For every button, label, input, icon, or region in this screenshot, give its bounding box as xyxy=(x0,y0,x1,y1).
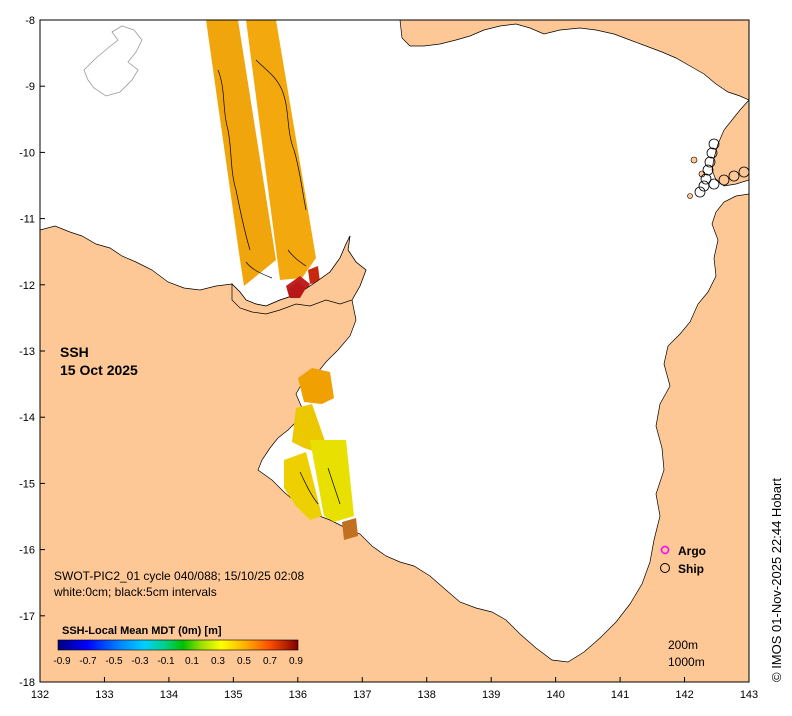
ship-legend-label: Ship xyxy=(678,562,704,576)
y-tick-label: -9 xyxy=(25,81,35,93)
colorbar xyxy=(57,639,299,651)
torres-island xyxy=(687,193,693,199)
melville-island-outline xyxy=(83,25,143,97)
x-tick-label: 142 xyxy=(675,689,693,701)
swot-swath-south-yellow-left xyxy=(284,452,322,520)
y-tick-label: -17 xyxy=(19,611,35,623)
y-tick-label: -15 xyxy=(19,478,35,490)
x-tick-label: 138 xyxy=(418,689,436,701)
colorbar-title: SSH-Local Mean MDT (0m) [m] xyxy=(62,625,222,637)
coastline-overlay xyxy=(231,235,367,315)
x-tick-label: 132 xyxy=(31,689,49,701)
colorbar-tick-label: 0.7 xyxy=(263,656,277,667)
land-cape-york xyxy=(711,99,749,187)
colorbar-tick-label: -0.5 xyxy=(105,656,123,667)
swot-swath-south-dark xyxy=(342,518,358,540)
colorbar-tick-label: -0.9 xyxy=(53,656,71,667)
swot-swath-north-left xyxy=(206,20,276,286)
ship-legend-icon xyxy=(660,563,670,573)
ssh-contours xyxy=(217,59,341,505)
x-tick-label: 133 xyxy=(95,689,113,701)
y-tick-label: -18 xyxy=(19,677,35,689)
x-tick-label: 141 xyxy=(611,689,629,701)
x-tick-label: 139 xyxy=(482,689,500,701)
y-tick-label: -13 xyxy=(19,346,35,358)
swot-swath-north-right xyxy=(246,20,316,280)
colorbar-tick-label: -0.3 xyxy=(131,656,149,667)
y-tick-label: -12 xyxy=(19,280,35,292)
colorbar-tick-label: 0.3 xyxy=(211,656,225,667)
depth-1000-label: 1000m xyxy=(668,655,705,669)
y-axis: -8 -9 -10 -11 -12 -13 -14 -15 -16 -17 -18 xyxy=(19,15,45,689)
map-title: SSH xyxy=(60,344,89,360)
y-tick-label: -11 xyxy=(20,214,35,226)
y-tick-label: -14 xyxy=(19,412,35,424)
y-tick-label: -8 xyxy=(25,15,35,27)
map-date: 15 Oct 2025 xyxy=(60,362,138,378)
x-tick-label: 134 xyxy=(160,689,178,701)
imos-credit: © IMOS 01-Nov-2025 22:44 Hobart xyxy=(769,478,784,682)
x-tick-label: 140 xyxy=(546,689,564,701)
swot-info: SWOT-PIC2_01 cycle 040/088; 15/10/25 02:… xyxy=(54,569,304,583)
colorbar-tick-label: -0.1 xyxy=(157,656,175,667)
argo-legend-icon xyxy=(660,545,670,555)
colorbar-tick-label: -0.7 xyxy=(79,656,97,667)
x-tick-label: 136 xyxy=(289,689,307,701)
ssh-high-patch xyxy=(288,282,306,298)
land-new-guinea xyxy=(399,20,749,101)
colorbar-tick-label: 0.9 xyxy=(289,656,303,667)
ship-track xyxy=(694,138,749,198)
ssh-high-patch xyxy=(308,266,320,284)
colorbar-ticks: -0.9 -0.7 -0.5 -0.3 -0.1 0.1 0.3 0.5 0.7 0.9 xyxy=(53,656,303,667)
x-tick-label: 135 xyxy=(224,689,242,701)
depth-200-label: 200m xyxy=(668,638,698,652)
argo-legend-label: Argo xyxy=(678,544,706,558)
x-tick-label: 143 xyxy=(740,689,758,701)
colorbar-tick-label: 0.5 xyxy=(237,656,251,667)
swot-swath-south-orange xyxy=(298,368,334,404)
torres-island xyxy=(690,156,698,164)
y-tick-label: -16 xyxy=(19,545,35,557)
x-tick-label: 137 xyxy=(353,689,371,701)
y-tick-label: -10 xyxy=(19,147,35,159)
contour-info: white:0cm; black:5cm intervals xyxy=(53,585,217,599)
colorbar-tick-label: 0.1 xyxy=(185,656,199,667)
x-axis: 132 133 134 135 136 137 138 139 140 141 142 143 xyxy=(31,677,758,701)
